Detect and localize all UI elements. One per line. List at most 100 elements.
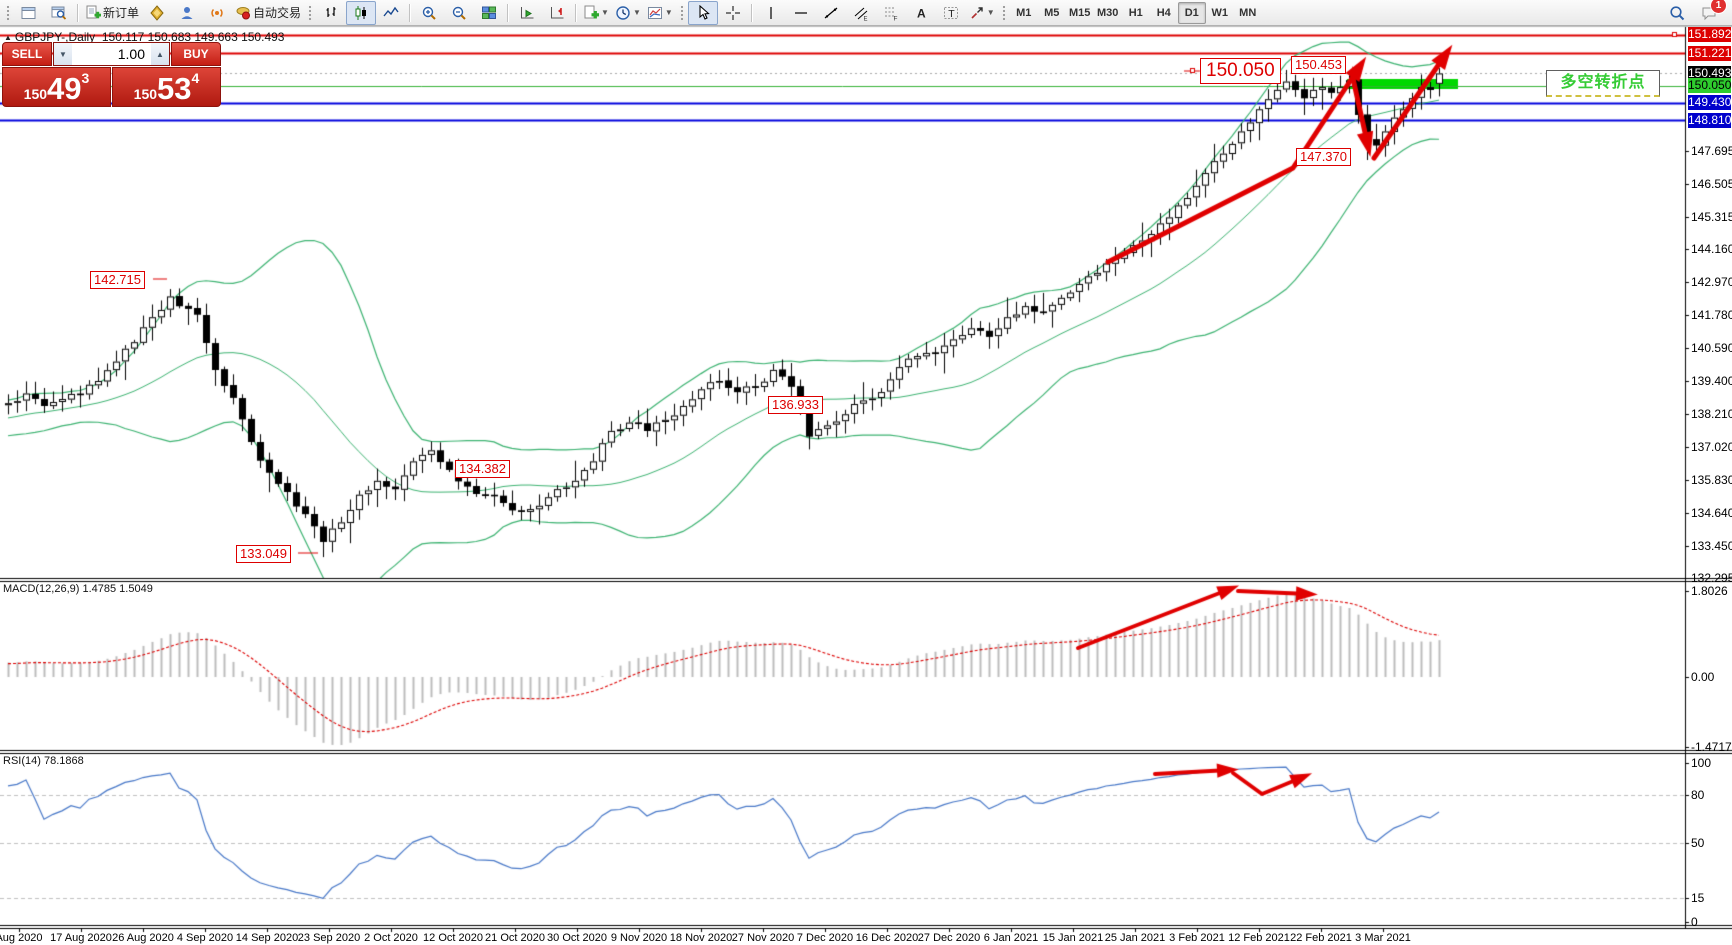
chart-ohlc-values: 150.117 150.683 149.663 150.493	[101, 30, 285, 44]
signals-icon	[209, 5, 225, 21]
volume-increase-button[interactable]: ▲	[151, 43, 169, 65]
horizontal-line-button[interactable]	[786, 1, 816, 25]
timeframe-h4-button[interactable]: H4	[1156, 6, 1171, 19]
date-axis-label: 21 Oct 2020	[485, 932, 545, 944]
indicators-button[interactable]: ▼	[580, 1, 612, 25]
candlestick-chart-button[interactable]	[346, 0, 377, 25]
price-callout[interactable]: 136.933	[768, 396, 823, 414]
price-callout[interactable]: 134.382	[455, 460, 510, 478]
notifications-button[interactable]: 1	[1698, 0, 1727, 24]
toolbar-grip[interactable]	[1000, 3, 1007, 22]
search-icon	[1669, 5, 1685, 21]
new-order-button[interactable]: 新订单	[82, 1, 142, 25]
tile-windows-button[interactable]	[474, 1, 504, 25]
text-label-button[interactable]: T	[936, 1, 966, 25]
chart-window-button[interactable]	[14, 1, 44, 25]
date-axis-label: 27 Dec 2020	[917, 932, 981, 944]
date-axis-label: 4 Sep 2020	[176, 932, 234, 944]
main-toolbar: 新订单 自动交易 ▼ ▼ ▼ E F A T ▼ M1 M5 M15 M30 H1 H4 D1 W1 MN 1	[0, 0, 1732, 26]
bar-chart-button[interactable]	[316, 1, 346, 25]
timeframe-m5-button[interactable]: M5	[1044, 6, 1060, 19]
trendline-button[interactable]	[816, 1, 846, 25]
price-axis-tick: 132.295	[1691, 571, 1732, 585]
svg-text:F: F	[893, 15, 897, 21]
zoom-out-icon	[451, 5, 467, 21]
fibonacci-button[interactable]: F	[876, 1, 906, 25]
line-chart-button[interactable]	[376, 1, 406, 25]
price-callout[interactable]: 142.715	[90, 271, 145, 289]
macd-axis-tick: 0.00	[1691, 670, 1715, 684]
periods-dropdown-icon[interactable]: ▼	[632, 8, 641, 17]
price-callout[interactable]: 150.050	[1200, 58, 1281, 84]
community-button[interactable]	[172, 1, 202, 25]
timeframe-m1-button[interactable]: M1	[1016, 6, 1032, 19]
sell-button[interactable]: SELL	[2, 42, 52, 66]
equidistant-channel-button[interactable]: E	[846, 1, 876, 25]
vertical-line-button[interactable]	[756, 1, 786, 25]
arrows-button[interactable]: ▼	[966, 1, 998, 25]
toolbar-grip[interactable]	[307, 3, 314, 22]
arrows-dropdown-icon[interactable]: ▼	[986, 8, 995, 17]
autotrading-button[interactable]: 自动交易	[232, 1, 304, 25]
date-axis-label: 3 Feb 2021	[1169, 932, 1225, 944]
toolbar-grip[interactable]	[5, 3, 11, 22]
buy-price-pip: 4	[191, 70, 200, 86]
volume-input[interactable]	[72, 43, 151, 65]
price-axis-tick: 134.640	[1691, 505, 1732, 520]
crosshair-button[interactable]	[718, 1, 748, 25]
timeframe-m15-button[interactable]: M15	[1069, 6, 1091, 19]
zoom-out-button[interactable]	[444, 1, 474, 25]
svg-text:T: T	[948, 8, 955, 20]
sell-price-display[interactable]: 150 49 3	[2, 67, 111, 107]
horizontal-line-icon	[793, 5, 809, 21]
buy-button[interactable]: BUY	[171, 42, 221, 66]
timeframe-w1-button[interactable]: W1	[1211, 6, 1228, 19]
auto-scroll-button[interactable]	[512, 1, 542, 25]
volume-decrease-button[interactable]: ▼	[54, 43, 72, 65]
new-order-icon	[85, 5, 101, 21]
signals-button[interactable]	[202, 1, 232, 25]
timeframe-h1-button[interactable]: H1	[1128, 6, 1143, 19]
price-callout[interactable]: 150.453	[1291, 56, 1346, 74]
metaeditor-button[interactable]	[142, 1, 172, 25]
buy-price-display[interactable]: 150 53 4	[112, 67, 221, 107]
date-axis-label: 22 Feb 2021	[1290, 932, 1352, 944]
toolbar-right-group: 1	[1666, 0, 1730, 24]
price-callout[interactable]: 147.370	[1296, 148, 1351, 166]
timeframe-m30-button[interactable]: M30	[1097, 6, 1119, 19]
periods-button[interactable]: ▼	[612, 1, 644, 25]
price-level-label: 150.050	[1688, 78, 1732, 94]
date-axis-label: 3 Mar 2021	[1355, 932, 1411, 944]
date-axis-label: 30 Oct 2020	[547, 932, 607, 944]
macd-axis-tick: -1.4717	[1691, 739, 1732, 754]
timeframe-mn-button[interactable]: MN	[1239, 6, 1257, 19]
chart-context-icon[interactable]: ▲	[4, 33, 12, 42]
price-axis-tick: 147.695	[1691, 144, 1732, 158]
search-button[interactable]	[1666, 2, 1688, 24]
chart-shift-button[interactable]	[542, 1, 572, 25]
sell-price-prefix: 150	[23, 86, 48, 102]
turning-point-text-label[interactable]: 多空转折点	[1546, 70, 1660, 97]
price-callout[interactable]: 133.049	[236, 545, 291, 563]
toolbar-grip[interactable]	[678, 3, 685, 22]
price-axis-tick: 135.830	[1691, 472, 1732, 487]
text-icon: A	[913, 5, 929, 21]
data-window-button[interactable]	[44, 1, 74, 25]
timeframe-d1-button[interactable]: D1	[1177, 1, 1206, 24]
zoom-in-button[interactable]	[414, 1, 444, 25]
vertical-line-icon	[763, 5, 779, 21]
templates-dropdown-icon[interactable]: ▼	[664, 8, 673, 17]
date-axis-label: 12 Feb 2021	[1228, 932, 1290, 944]
data-window-icon	[51, 5, 67, 21]
date-axis-label: 6 Jan 2021	[983, 932, 1039, 944]
sell-price-pip: 3	[81, 70, 90, 86]
indicators-dropdown-icon[interactable]: ▼	[601, 8, 609, 17]
templates-button[interactable]: ▼	[644, 1, 676, 25]
toolbar-separator	[750, 3, 753, 22]
price-level-label: 148.810	[1688, 112, 1732, 128]
date-axis-label: 26 Aug 2020	[112, 932, 174, 944]
rsi-axis-tick: 0	[1691, 915, 1698, 929]
cursor-button[interactable]	[687, 0, 718, 25]
text-button[interactable]: A	[906, 1, 936, 25]
